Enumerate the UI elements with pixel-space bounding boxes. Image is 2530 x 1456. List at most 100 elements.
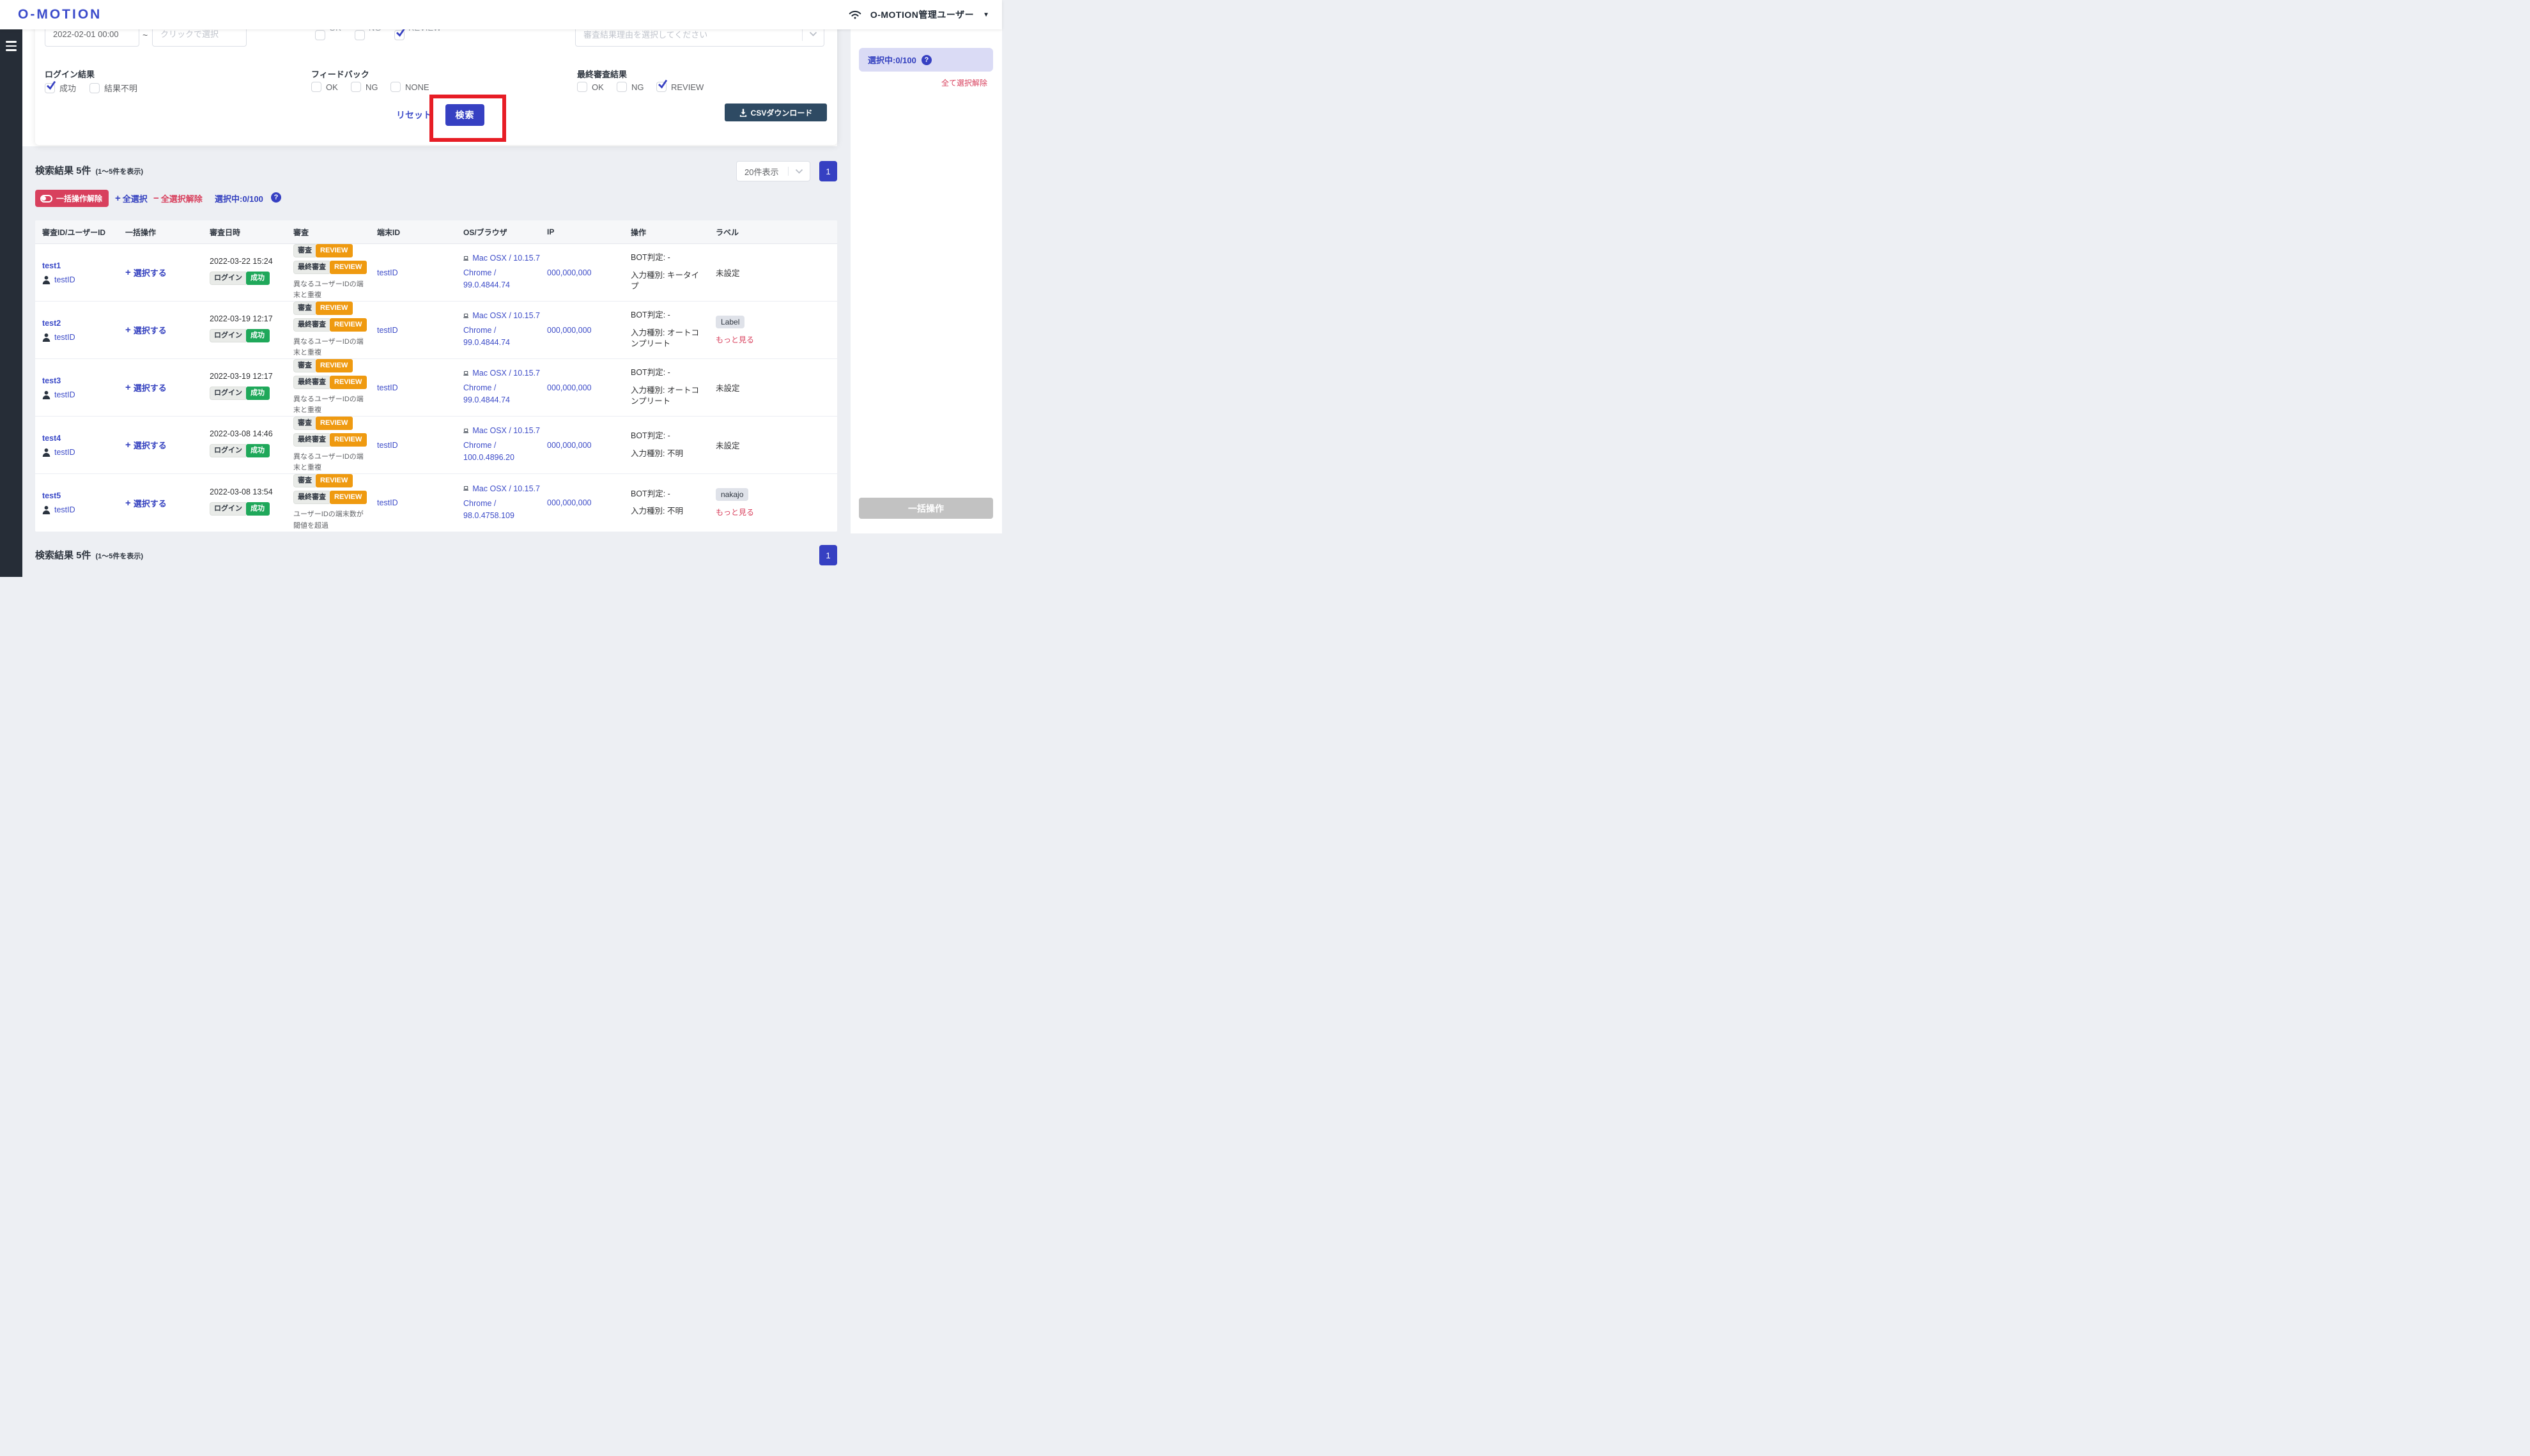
table-row: test1 testID + 選択する 2022-03-22 15:24 ログイン… <box>35 244 837 302</box>
group-title-login-result: ログイン結果 <box>45 70 95 79</box>
deselect-all-button[interactable]: − 全選択解除 <box>153 193 203 204</box>
pagination-page-1[interactable]: 1 <box>819 161 837 181</box>
ip-link[interactable]: 000,000,000 <box>547 383 592 392</box>
os-link[interactable]: Mac OSX / 10.15.7 <box>472 311 540 321</box>
see-more-link[interactable]: もっと見る <box>716 335 755 344</box>
select-row-button[interactable]: + 選択する <box>125 382 167 394</box>
checkbox-feedback-ng[interactable]: NG <box>351 82 378 92</box>
browser-link[interactable]: Chrome / 99.0.4844.74 <box>463 268 510 290</box>
select-all-button[interactable]: + 全選択 <box>115 193 148 204</box>
browser-link[interactable]: Chrome / 98.0.4758.109 <box>463 498 514 520</box>
see-more-link[interactable]: もっと見る <box>716 508 755 517</box>
col-header: 一括操作 <box>125 227 157 237</box>
review-id-link[interactable]: test5 <box>42 491 61 500</box>
user-id-link[interactable]: testID <box>54 447 75 457</box>
bulk-toggle-button[interactable]: 一括操作解除 <box>35 190 109 207</box>
checkbox-feedback-ok[interactable]: OK <box>311 82 338 92</box>
select-row-button[interactable]: + 選択する <box>125 325 167 336</box>
checkbox-login-success[interactable]: 成功 <box>45 80 76 94</box>
review-badge: 審査 REVIEW <box>293 474 353 488</box>
minus-icon: − <box>153 193 159 204</box>
help-icon[interactable]: ? <box>271 192 281 203</box>
checkbox-final-ok[interactable]: OK <box>577 82 604 92</box>
person-icon <box>42 390 50 399</box>
table-header-row: 審査ID/ユーザーID 一括操作 審査日時 審査 端末ID OS/ブラウザ IP… <box>35 220 837 244</box>
checkbox-final-ng[interactable]: NG <box>617 82 644 92</box>
os-link[interactable]: Mac OSX / 10.15.7 <box>472 369 540 378</box>
help-icon[interactable]: ? <box>921 54 932 65</box>
top-checkbox-ok[interactable] <box>315 30 325 40</box>
checkbox-feedback-none[interactable]: NONE <box>390 82 429 92</box>
group-title-feedback: フィードバック <box>311 70 369 79</box>
search-button[interactable]: 検索 <box>445 104 484 126</box>
reset-button[interactable]: リセット <box>396 110 432 120</box>
ip-link[interactable]: 000,000,000 <box>547 325 592 335</box>
browser-link[interactable]: Chrome / 99.0.4844.74 <box>463 383 510 405</box>
app-header: O-MOTION O-MOTION管理ユーザー ▼ <box>0 0 1002 29</box>
select-row-button[interactable]: + 選択する <box>125 267 167 279</box>
login-result-badge: ログイン 成功 <box>210 444 270 458</box>
ip-link[interactable]: 000,000,000 <box>547 268 592 277</box>
select-row-button[interactable]: + 選択する <box>125 497 167 509</box>
input-type: 入力種別: 不明 <box>631 507 683 516</box>
browser-link[interactable]: Chrome / 99.0.4844.74 <box>463 326 510 348</box>
terminal-id-link[interactable]: testID <box>377 440 398 450</box>
chevron-down-icon <box>789 169 810 174</box>
check-icon <box>658 79 668 89</box>
final-review-badge: 最終審査 REVIEW <box>293 433 367 447</box>
input-type: 入力種別: オートコンプリート <box>631 328 699 349</box>
user-id-link[interactable]: testID <box>54 275 75 284</box>
pagination-page-1-bottom[interactable]: 1 <box>819 545 837 565</box>
review-id-link[interactable]: test4 <box>42 433 61 443</box>
browser-link[interactable]: Chrome / 100.0.4896.20 <box>463 441 514 463</box>
laptop-icon <box>463 486 469 491</box>
bot-judgement: BOT判定: - <box>631 368 670 378</box>
results-summary-bottom: 検索結果 5件 (1〜5件を表示) <box>35 550 144 561</box>
final-review-badge: 最終審査 REVIEW <box>293 318 367 332</box>
terminal-id-link[interactable]: testID <box>377 268 398 277</box>
user-id-link[interactable]: testID <box>54 505 75 514</box>
col-header: 審査 <box>293 227 309 237</box>
label-chip: Label <box>716 315 745 328</box>
terminal-id-link[interactable]: testID <box>377 498 398 507</box>
deselect-all-link[interactable]: 全て選択解除 <box>941 79 987 88</box>
label-value: 未設定 <box>716 269 740 279</box>
os-link[interactable]: Mac OSX / 10.15.7 <box>472 484 540 493</box>
final-review-badge: 最終審査 REVIEW <box>293 376 367 389</box>
person-icon <box>42 505 50 514</box>
review-datetime: 2022-03-19 12:17 <box>210 372 273 381</box>
review-badge: 審査 REVIEW <box>293 359 353 372</box>
plus-icon: + <box>125 440 131 451</box>
page-size-select[interactable]: 20件表示 <box>736 161 810 181</box>
user-menu[interactable]: O-MOTION管理ユーザー ▼ <box>849 0 989 29</box>
terminal-id-link[interactable]: testID <box>377 325 398 335</box>
caret-down-icon: ▼ <box>983 11 989 19</box>
label-value: 未設定 <box>716 441 740 451</box>
os-link[interactable]: Mac OSX / 10.15.7 <box>472 426 540 436</box>
ip-link[interactable]: 000,000,000 <box>547 498 592 507</box>
hamburger-icon[interactable] <box>6 41 17 54</box>
select-row-button[interactable]: + 選択する <box>125 440 167 451</box>
review-id-link[interactable]: test3 <box>42 376 61 385</box>
csv-download-button[interactable]: CSVダウンロード <box>725 103 827 121</box>
selection-count: 選択中:0/100 <box>868 56 916 65</box>
review-id-link[interactable]: test2 <box>42 318 61 328</box>
review-note: 異なるユーザーIDの端末と重複 <box>293 453 364 472</box>
user-id-link[interactable]: testID <box>54 390 75 399</box>
laptop-icon <box>463 313 469 318</box>
checkbox-login-unknown[interactable]: 結果不明 <box>89 82 137 94</box>
top-checkbox-review[interactable] <box>394 27 406 40</box>
os-link[interactable]: Mac OSX / 10.15.7 <box>472 254 540 263</box>
plus-icon: + <box>125 325 131 336</box>
checkbox-final-review[interactable]: REVIEW <box>656 79 704 92</box>
bot-judgement: BOT判定: - <box>631 253 670 263</box>
terminal-id-link[interactable]: testID <box>377 383 398 392</box>
selection-sidebar: 選択中:0/100 ? 全て選択解除 一括操作 <box>851 29 1002 533</box>
user-id-link[interactable]: testID <box>54 332 75 342</box>
laptop-icon <box>463 428 469 433</box>
ip-link[interactable]: 000,000,000 <box>547 440 592 450</box>
review-id-link[interactable]: test1 <box>42 261 61 270</box>
top-checkbox-ng[interactable] <box>355 30 365 40</box>
bulk-action-button[interactable]: 一括操作 <box>859 498 993 519</box>
bot-judgement: BOT判定: - <box>631 489 670 498</box>
